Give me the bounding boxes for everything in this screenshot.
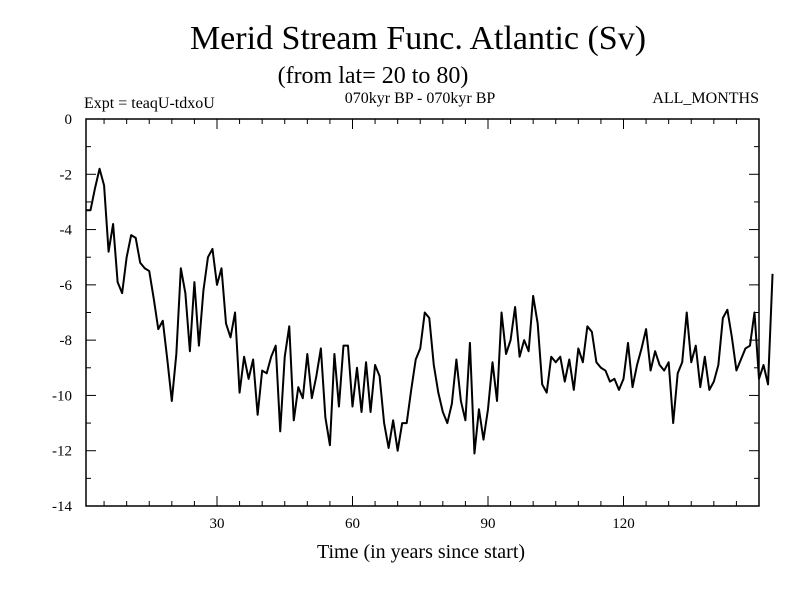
y-tick-label: -14 <box>52 499 72 515</box>
period-label: 070kyr BP - 070kyr BP <box>345 90 496 107</box>
x-tick-label: 30 <box>209 516 224 532</box>
x-tick-label: 90 <box>480 516 495 532</box>
chart-subtitle: (from lat= 20 to 80) <box>278 63 469 89</box>
y-tick-label: -8 <box>60 333 73 349</box>
y-tick-label: -2 <box>60 167 73 183</box>
x-tick-label: 120 <box>612 516 635 532</box>
y-tick-label: -4 <box>60 223 73 239</box>
y-tick-label: -12 <box>52 444 72 460</box>
months-label: ALL_MONTHS <box>652 90 759 107</box>
plot-frame <box>85 118 760 507</box>
y-tick-label: -10 <box>52 388 72 404</box>
y-tick-label: -6 <box>60 278 73 294</box>
x-tick-label: 60 <box>345 516 360 532</box>
axis-tick-labels: 30 60 90 120 0 -2 -4 -6 -8 -10 -12 -14 <box>52 112 635 532</box>
chart-title: Merid Stream Func. Atlantic (Sv) <box>190 20 646 57</box>
y-tick-label: 0 <box>65 112 73 128</box>
series-line <box>86 167 774 455</box>
x-axis-label: Time (in years since start) <box>317 541 525 563</box>
experiment-label: Expt = teaqU-tdxoU <box>84 95 215 112</box>
